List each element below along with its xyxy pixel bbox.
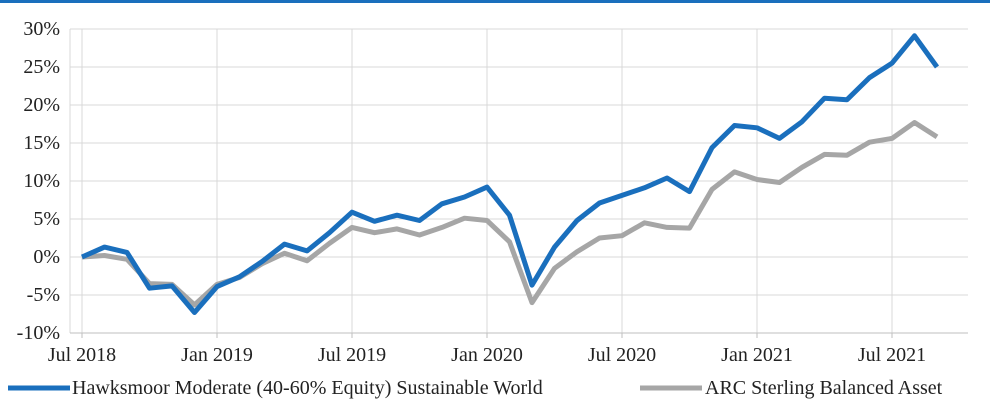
y-tick-label: 10% <box>23 170 60 192</box>
y-tick-label: 30% <box>23 18 60 40</box>
gridlines <box>69 28 968 334</box>
x-tick-label: Jul 2018 <box>48 344 116 366</box>
y-tick-label: 15% <box>23 132 60 154</box>
x-tick-label: Jan 2019 <box>181 344 253 366</box>
x-tick-label: Jul 2019 <box>318 344 386 366</box>
legend: Hawksmoor Moderate (40-60% Equity) Susta… <box>8 377 943 399</box>
x-axis: Jul 2018 Jan 2019 Jul 2019 Jan 2020 Jul 2020… <box>48 332 968 366</box>
x-tick-label: Jul 2020 <box>588 344 656 366</box>
chart-top-rule <box>0 0 990 3</box>
series-line-0 <box>80 33 940 315</box>
y-tick-label: 20% <box>23 94 60 116</box>
y-tick-label: -10% <box>17 322 60 344</box>
y-axis: -10% -5% 0% 5% 10% 15% 20% 25% 30% <box>17 18 60 344</box>
x-tick-label: Jan 2021 <box>721 344 793 366</box>
y-tick-label: -5% <box>27 284 60 306</box>
x-tick-label: Jan 2020 <box>451 344 523 366</box>
y-tick-label: 25% <box>23 56 60 78</box>
y-tick-label: 5% <box>33 208 60 230</box>
x-tick-label: Jul 2021 <box>858 344 926 366</box>
legend-label: ARC Sterling Balanced Asset <box>705 377 943 399</box>
series-lines <box>80 33 940 315</box>
y-tick-label: 0% <box>33 246 60 268</box>
legend-label: Hawksmoor Moderate (40-60% Equity) Susta… <box>72 377 543 399</box>
